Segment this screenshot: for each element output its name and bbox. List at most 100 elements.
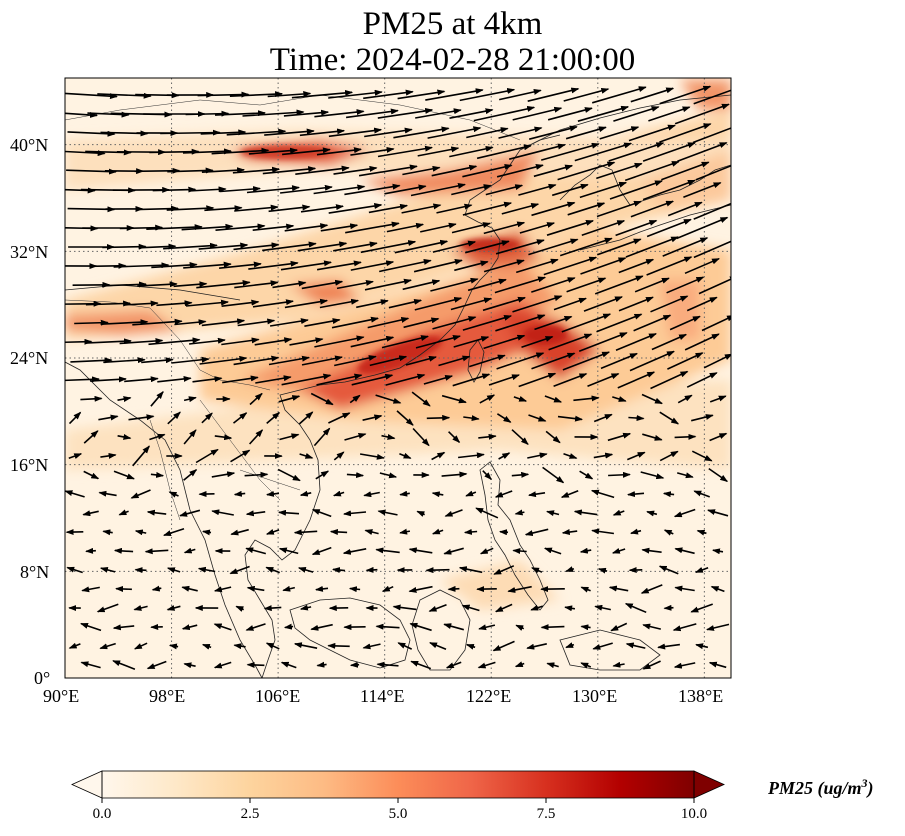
wind-arrow xyxy=(331,316,379,329)
wind-arrow xyxy=(299,604,312,611)
wind-arrow xyxy=(690,603,713,613)
wind-arrow xyxy=(613,106,660,122)
wind-arrow xyxy=(483,221,526,235)
wind-arrow xyxy=(245,547,267,555)
wind-arrow xyxy=(328,203,383,214)
wind-arrow xyxy=(403,317,440,329)
wind-arrow xyxy=(152,186,197,193)
wind-arrow xyxy=(513,395,528,402)
wind-arrow xyxy=(590,489,615,499)
wind-arrow xyxy=(221,337,260,346)
wind-arrow xyxy=(65,111,98,118)
wind-arrow xyxy=(117,396,132,403)
wind-arrow xyxy=(414,296,463,311)
wind-arrow xyxy=(301,279,344,290)
wind-arrow xyxy=(246,585,265,592)
wind-arrow xyxy=(397,642,413,650)
wind-arrow xyxy=(683,181,722,199)
wind-arrow xyxy=(494,490,513,498)
wind-arrow xyxy=(483,259,525,273)
wind-arrow xyxy=(693,490,710,498)
wind-arrow xyxy=(328,127,383,138)
title-line2: Time: 2024-02-28 21:00:00 xyxy=(269,42,636,78)
wind-arrow xyxy=(265,566,280,574)
wind-arrow xyxy=(630,87,675,103)
y-tick-label: 8°N xyxy=(20,562,50,582)
wind-arrow xyxy=(495,314,546,332)
wind-arrow xyxy=(449,145,494,158)
wind-arrow xyxy=(686,296,718,312)
wind-arrow xyxy=(712,548,724,555)
wind-arrow xyxy=(561,313,612,333)
wind-arrow xyxy=(658,565,679,575)
wind-arrow xyxy=(630,200,675,218)
wind-arrow xyxy=(512,548,527,555)
wind-arrow xyxy=(279,433,300,441)
wind-arrow xyxy=(617,371,656,389)
wind-arrow xyxy=(392,604,417,611)
wind-arrow xyxy=(246,185,300,194)
wind-arrow xyxy=(553,373,588,387)
wind-arrow xyxy=(507,585,532,593)
wind-arrow xyxy=(300,204,344,213)
wind-arrow xyxy=(364,127,413,138)
wind-arrow xyxy=(336,279,374,290)
wind-arrow xyxy=(183,396,197,403)
wind-arrow xyxy=(411,391,431,407)
wind-arrow xyxy=(232,166,281,174)
wind-arrow xyxy=(134,529,147,536)
wind-arrow xyxy=(132,318,183,326)
wind-arrow xyxy=(102,529,113,536)
wind-arrow xyxy=(267,90,312,98)
wind-arrow xyxy=(454,260,489,272)
wind-arrow xyxy=(402,279,441,291)
wind-arrow xyxy=(420,222,457,233)
wind-arrow xyxy=(182,148,232,155)
wind-arrow xyxy=(293,642,318,649)
wind-arrow xyxy=(297,567,314,573)
wind-arrow xyxy=(609,180,663,200)
wind-arrow xyxy=(83,430,99,444)
wind-arrow xyxy=(607,432,632,442)
wind-arrow xyxy=(543,547,562,555)
wind-arrow xyxy=(561,529,578,536)
wind-arrow xyxy=(580,257,627,275)
wind-arrow xyxy=(408,585,433,593)
wind-arrow xyxy=(201,167,246,174)
wind-arrow xyxy=(334,355,377,367)
wind-arrow xyxy=(612,661,625,668)
wind-arrow xyxy=(351,373,394,386)
wind-arrow xyxy=(311,508,332,518)
wind-arrow xyxy=(185,299,229,307)
wind-arrow xyxy=(204,205,243,212)
wind-arrow xyxy=(230,528,249,536)
wind-arrow xyxy=(429,641,447,651)
wind-arrow xyxy=(386,222,425,233)
wind-arrow xyxy=(499,529,509,536)
wind-arrow xyxy=(211,509,234,516)
wind-arrow xyxy=(280,260,332,271)
wind-arrow xyxy=(297,241,348,252)
wind-arrow xyxy=(708,661,727,669)
wind-arrow xyxy=(202,529,212,536)
wind-arrow xyxy=(98,414,119,421)
wind-arrow xyxy=(467,278,507,292)
wind-arrow xyxy=(580,586,591,593)
wind-arrow xyxy=(657,643,681,650)
wind-arrow xyxy=(226,128,287,136)
wind-arrow xyxy=(214,110,266,117)
wind-arrow xyxy=(482,296,526,312)
wind-arrow xyxy=(596,162,643,180)
wind-arrow xyxy=(478,433,497,440)
wind-arrow xyxy=(626,451,646,461)
wind-arrow xyxy=(369,355,408,367)
wind-arrow xyxy=(483,334,526,350)
wind-arrow xyxy=(465,490,477,497)
wind-arrow xyxy=(596,200,642,218)
wind-arrow xyxy=(608,471,631,478)
wind-arrow xyxy=(416,510,426,517)
wind-arrow xyxy=(581,220,626,236)
wind-arrow xyxy=(405,355,437,366)
wind-arrow xyxy=(641,393,663,405)
wind-arrow xyxy=(90,262,127,269)
